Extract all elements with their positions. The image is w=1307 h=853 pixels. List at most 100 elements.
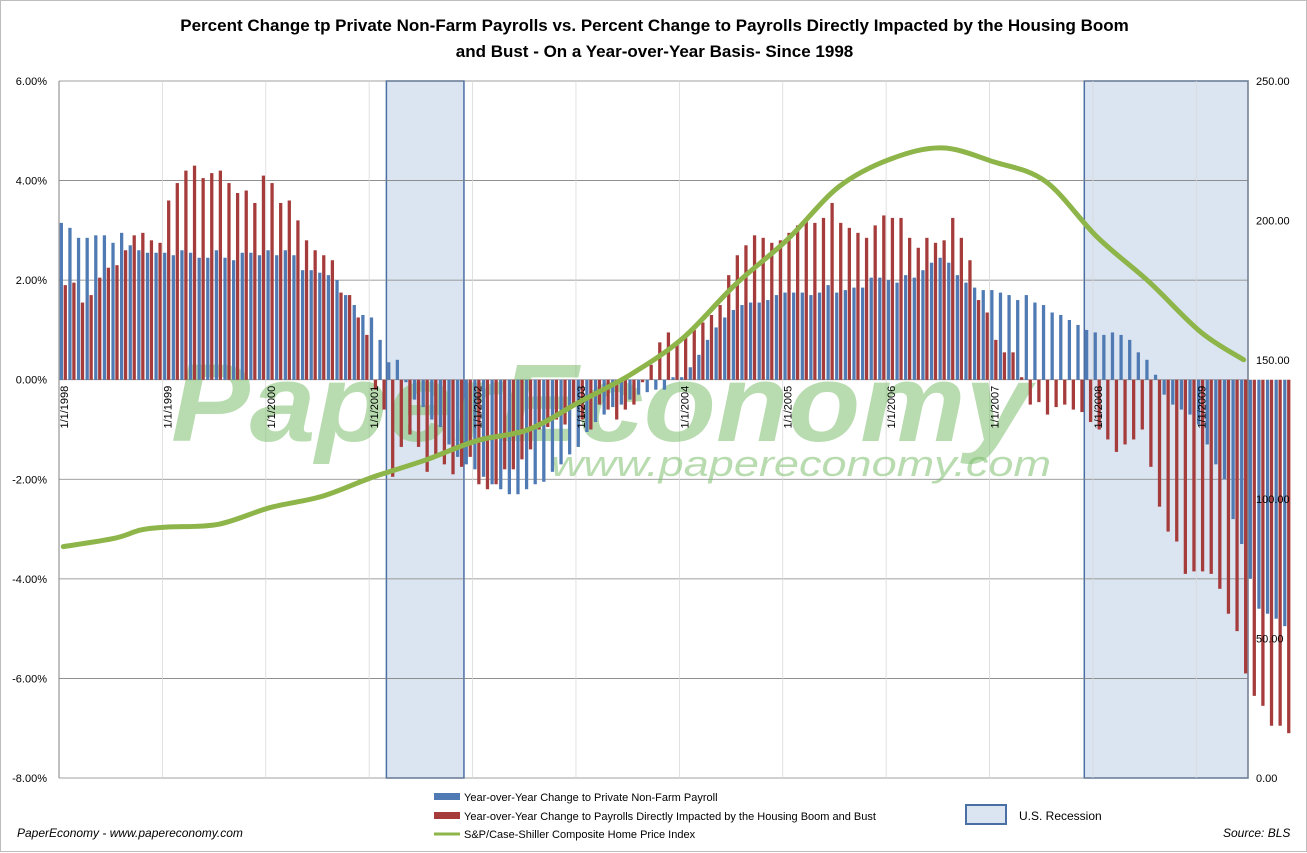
housing-payroll-bar <box>1278 379 1282 726</box>
legend-label-housing-payroll: Year-over-Year Change to Payrolls Direct… <box>464 811 876 823</box>
housing-payroll-bar <box>709 314 714 380</box>
private-payroll-bar <box>671 377 675 380</box>
watermark-url-text: www.papereconomy.com <box>551 443 1051 484</box>
private-payroll-bar <box>921 270 925 380</box>
private-payroll-bar <box>774 295 779 380</box>
footer-credit: PaperEconomy - www.papereconomy.com <box>17 826 243 840</box>
housing-payroll-bar <box>804 217 808 380</box>
private-payroll-bar <box>1067 319 1072 380</box>
private-payroll-bar <box>438 379 443 428</box>
private-payroll-bar <box>809 295 813 380</box>
housing-payroll-bar <box>227 183 231 380</box>
housing-payroll-bar <box>1183 379 1187 574</box>
housing-payroll-bar <box>735 255 739 380</box>
housing-payroll-bar <box>1269 379 1274 726</box>
housing-payroll-bar <box>132 235 136 380</box>
housing-payroll-bar <box>821 217 826 380</box>
private-payroll-bar <box>275 255 279 380</box>
private-payroll-bar <box>826 285 830 380</box>
private-payroll-bar <box>662 379 667 390</box>
private-payroll-bar <box>300 270 305 380</box>
x-axis-tick-label: 1/1/2007 <box>990 386 1002 429</box>
housing-payroll-bars <box>63 165 1291 734</box>
private-payroll-bar <box>128 245 132 380</box>
private-payroll-bar <box>94 235 98 380</box>
private-payroll-bar <box>1257 379 1261 609</box>
right-axis-tick-label: 100.00 <box>1256 494 1290 506</box>
private-payroll-bar <box>430 379 434 420</box>
housing-payroll-bar <box>253 202 257 380</box>
x-axis-tick-label: 1/1/2003 <box>576 386 588 429</box>
private-payroll-bar <box>180 250 184 380</box>
private-payroll-bar <box>387 362 391 380</box>
private-payroll-bar <box>1188 379 1192 415</box>
housing-payroll-bar <box>1114 379 1119 452</box>
housing-payroll-bar <box>1261 379 1265 706</box>
private-payroll-bar <box>1205 379 1209 445</box>
housing-payroll-bar <box>201 178 205 380</box>
housing-payroll-bar <box>235 193 240 380</box>
private-payroll-bar <box>886 280 891 380</box>
housing-payroll-bar <box>787 232 791 380</box>
housing-payroll-bar <box>1045 379 1050 415</box>
private-payroll-bar <box>947 262 951 380</box>
housing-payroll-bar <box>1157 379 1162 507</box>
housing-payroll-bar <box>571 379 576 408</box>
left-axis-tick-labels: 6.00% 4.00% 2.00% 0.00% -2.00% -4.00% -6.00% -8… <box>12 76 47 785</box>
housing-payroll-bar <box>304 240 309 380</box>
housing-payroll-bar <box>899 217 903 380</box>
housing-payroll-bar <box>503 379 507 470</box>
right-axis-tick-label: 200.00 <box>1256 215 1290 227</box>
housing-payroll-bar <box>1149 379 1153 467</box>
housing-payroll-bar <box>399 379 403 447</box>
private-payroll-bar <box>481 379 486 477</box>
private-payroll-bar <box>464 379 468 465</box>
housing-payroll-bar <box>434 379 438 455</box>
right-axis-tick-label: 50.00 <box>1256 634 1284 646</box>
private-payroll-bar <box>154 252 158 380</box>
private-payroll-bar <box>1033 302 1037 380</box>
housing-payroll-bar <box>1287 379 1291 734</box>
private-payroll-bar <box>412 379 417 400</box>
private-payroll-bar <box>335 280 339 380</box>
private-payroll-bar <box>593 379 598 423</box>
housing-payroll-bar <box>330 260 335 380</box>
private-payroll-bar <box>456 379 460 457</box>
private-payroll-bar <box>197 257 201 380</box>
housing-payroll-bar <box>830 202 834 380</box>
x-axis-tick-label: 1/1/1999 <box>162 386 174 429</box>
private-payroll-bar <box>654 379 658 390</box>
private-payroll-bar <box>1222 379 1227 480</box>
recession-band-1 <box>385 80 465 779</box>
chart-title-line-2: and Bust - On a Year-over-Year Basis- Si… <box>455 42 854 61</box>
private-payroll-bar <box>688 367 692 380</box>
housing-payroll-bar <box>658 342 662 380</box>
housing-payroll-bar <box>279 202 283 380</box>
housing-payroll-bar <box>615 379 619 420</box>
legend-swatch-housing-payroll <box>434 812 460 819</box>
housing-payroll-bar <box>908 237 912 380</box>
private-payroll-bar <box>645 379 649 393</box>
private-payroll-bar <box>878 277 882 380</box>
housing-payroll-bar <box>873 225 877 380</box>
private-payroll-bar <box>395 359 399 380</box>
private-payroll-bar <box>214 250 219 380</box>
private-payroll-bar <box>1024 295 1028 380</box>
housing-payroll-bar <box>511 379 515 470</box>
legend-label-private-payroll: Year-over-Year Change to Private Non-Far… <box>464 792 718 804</box>
housing-payroll-bar <box>416 379 421 447</box>
housing-payroll-bar <box>192 165 197 380</box>
left-axis-tick-label: 2.00% <box>16 275 47 287</box>
housing-payroll-bar <box>761 237 765 380</box>
private-payroll-bar <box>1093 332 1097 380</box>
housing-payroll-bar <box>1132 379 1136 440</box>
housing-payroll-bar <box>459 379 464 467</box>
private-payroll-bar <box>748 302 753 380</box>
private-payroll-bar <box>369 317 374 380</box>
housing-payroll-bar <box>1020 377 1024 380</box>
housing-payroll-bar <box>701 322 705 380</box>
right-axis-tick-label: 250.00 <box>1256 76 1290 88</box>
private-payroll-bar <box>697 354 701 380</box>
housing-payroll-bar <box>649 364 653 380</box>
housing-payroll-bar <box>752 235 757 380</box>
